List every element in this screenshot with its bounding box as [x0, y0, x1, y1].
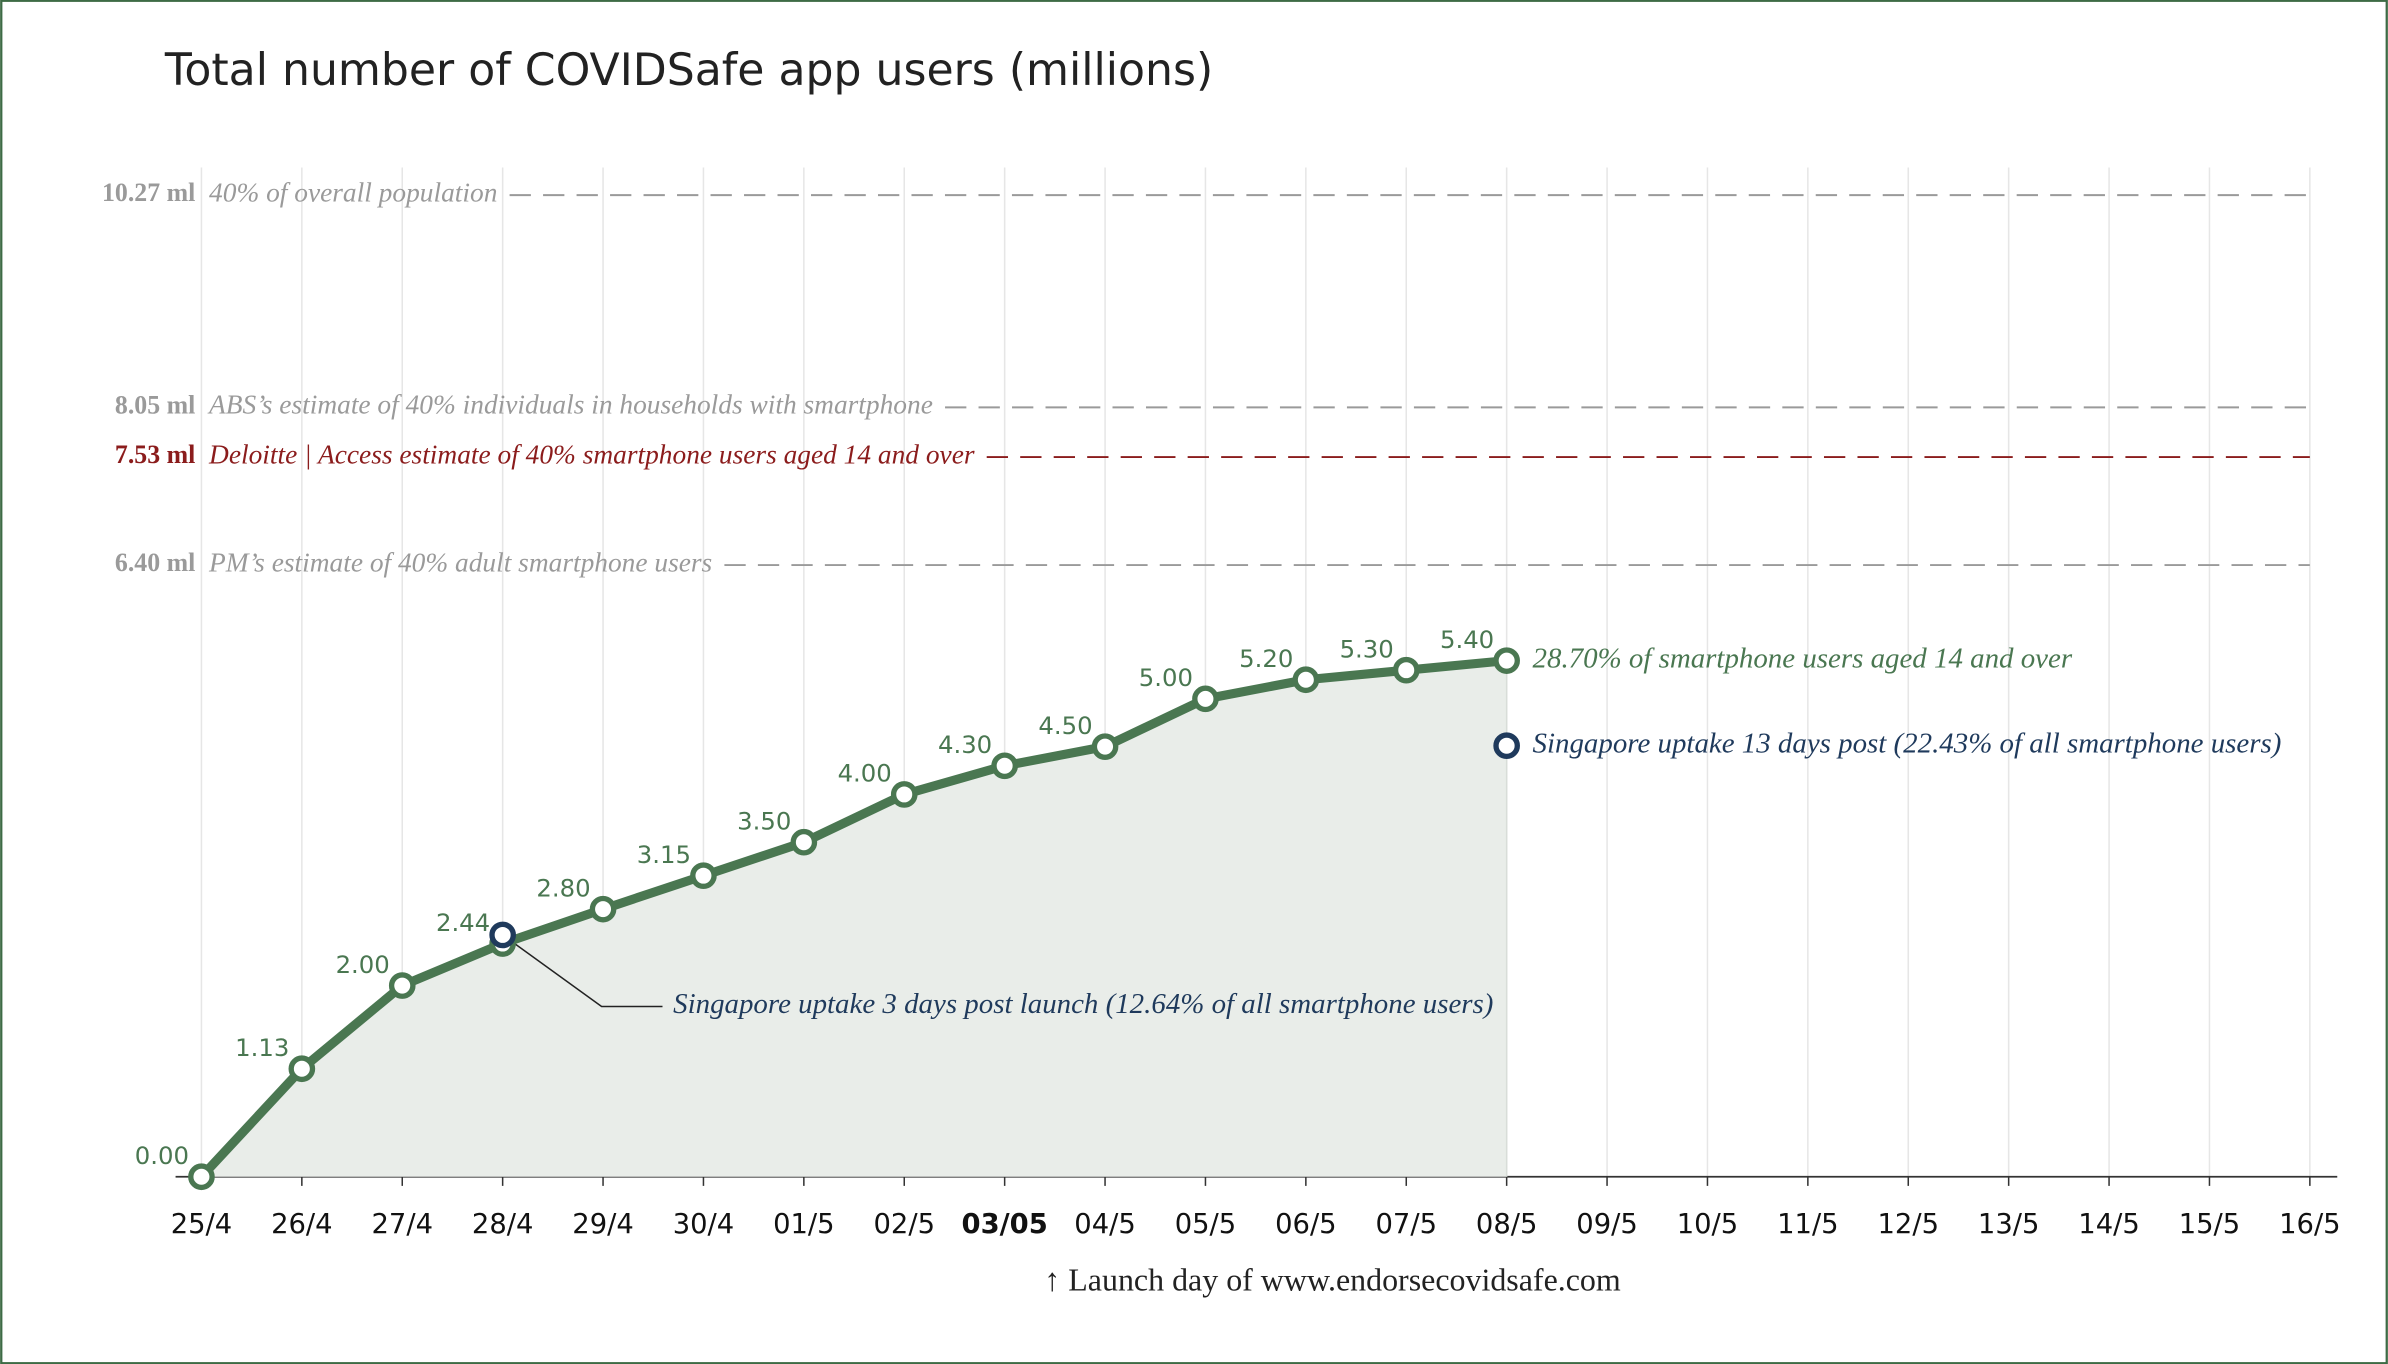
x-tick-label: 27/4: [371, 1209, 433, 1240]
x-tick-label: 03/05: [962, 1209, 1048, 1240]
data-point: [388, 972, 416, 999]
x-tick-label: 16/5: [2279, 1209, 2341, 1240]
annotation-point: [489, 921, 516, 949]
value-label: 3.50: [737, 806, 791, 835]
value-label: 2.80: [536, 873, 590, 902]
reference-value: 8.05 ml: [115, 390, 195, 419]
reference-label: ABS’s estimate of 40% individuals in hou…: [207, 390, 933, 420]
x-tick-label: 29/4: [572, 1209, 634, 1240]
x-tick-label: 13/5: [1978, 1209, 2040, 1240]
value-label: 5.20: [1239, 644, 1293, 673]
x-tick-label: 05/5: [1175, 1209, 1237, 1240]
x-tick-label: 09/5: [1576, 1209, 1638, 1240]
reference-value: 7.53 ml: [115, 440, 195, 469]
data-point: [890, 781, 918, 808]
value-label: 2.44: [436, 908, 490, 937]
value-label: 5.30: [1340, 634, 1394, 663]
x-tick-label: 28/4: [472, 1209, 534, 1240]
data-point: [1192, 685, 1219, 713]
chart-title: Total number of COVIDSafe app users (mil…: [164, 45, 1213, 96]
data-point: [1392, 656, 1420, 684]
data-point: [188, 1163, 215, 1191]
reference-value: 6.40 ml: [115, 548, 195, 577]
line: [198, 656, 1508, 1180]
value-label: 4.00: [838, 759, 892, 788]
x-tick-label: 07/5: [1375, 1209, 1437, 1240]
reference-label: Deloitte | Access estimate of 40% smartp…: [208, 439, 975, 469]
footer-note: ↑ Launch day of www.endorsecovidsafe.com: [1044, 1263, 1621, 1298]
x-tick-label: 25/4: [171, 1209, 233, 1240]
value-label: 3.15: [637, 840, 691, 869]
data-point: [690, 862, 717, 890]
annotation-label: Singapore uptake 3 days post launch (12.…: [673, 988, 1493, 1020]
x-tick-label: 02/5: [873, 1209, 935, 1240]
data-point: [1091, 733, 1119, 760]
leader-line: [502, 934, 663, 1008]
value-label: 5.40: [1440, 625, 1494, 654]
reference-label: PM’s estimate of 40% adult smartphone us…: [208, 547, 712, 577]
x-tick-label: 30/4: [673, 1209, 735, 1240]
x-tick-label: 15/5: [2179, 1209, 2241, 1240]
x-tick-label: 12/5: [1878, 1209, 1940, 1240]
data-point: [790, 828, 818, 856]
value-label: 0.00: [135, 1141, 189, 1170]
x-tick-label: 04/5: [1074, 1209, 1136, 1240]
reference-value: 10.27 ml: [102, 178, 195, 207]
annotation-point: [1493, 732, 1520, 760]
x-tick-label: 10/5: [1677, 1209, 1739, 1240]
data-point: [1292, 666, 1320, 694]
data-point: [288, 1055, 316, 1083]
x-tick-label: 26/4: [271, 1209, 333, 1240]
reference-label: 40% of overall population: [209, 177, 497, 207]
annotation-label: Singapore uptake 13 days post (22.43% of…: [1533, 727, 2282, 759]
x-tick-label: 06/5: [1275, 1209, 1337, 1240]
data-point: [589, 895, 617, 923]
x-tick-label: 01/5: [773, 1209, 835, 1240]
x-tick-label: 14/5: [2078, 1209, 2140, 1240]
area: [201, 660, 1507, 1177]
value-label: 4.30: [938, 730, 992, 759]
value-label: 1.13: [235, 1033, 289, 1062]
value-label: 4.50: [1038, 711, 1092, 740]
value-label: 2.00: [336, 950, 390, 979]
data-point: [1493, 647, 1520, 674]
value-label: 5.00: [1139, 663, 1193, 692]
x-tick-label: 11/5: [1777, 1209, 1839, 1240]
data-point: [991, 752, 1018, 780]
x-tick-label: 08/5: [1476, 1209, 1538, 1240]
end-label: 28.70% of smartphone users aged 14 and o…: [1533, 642, 2073, 674]
